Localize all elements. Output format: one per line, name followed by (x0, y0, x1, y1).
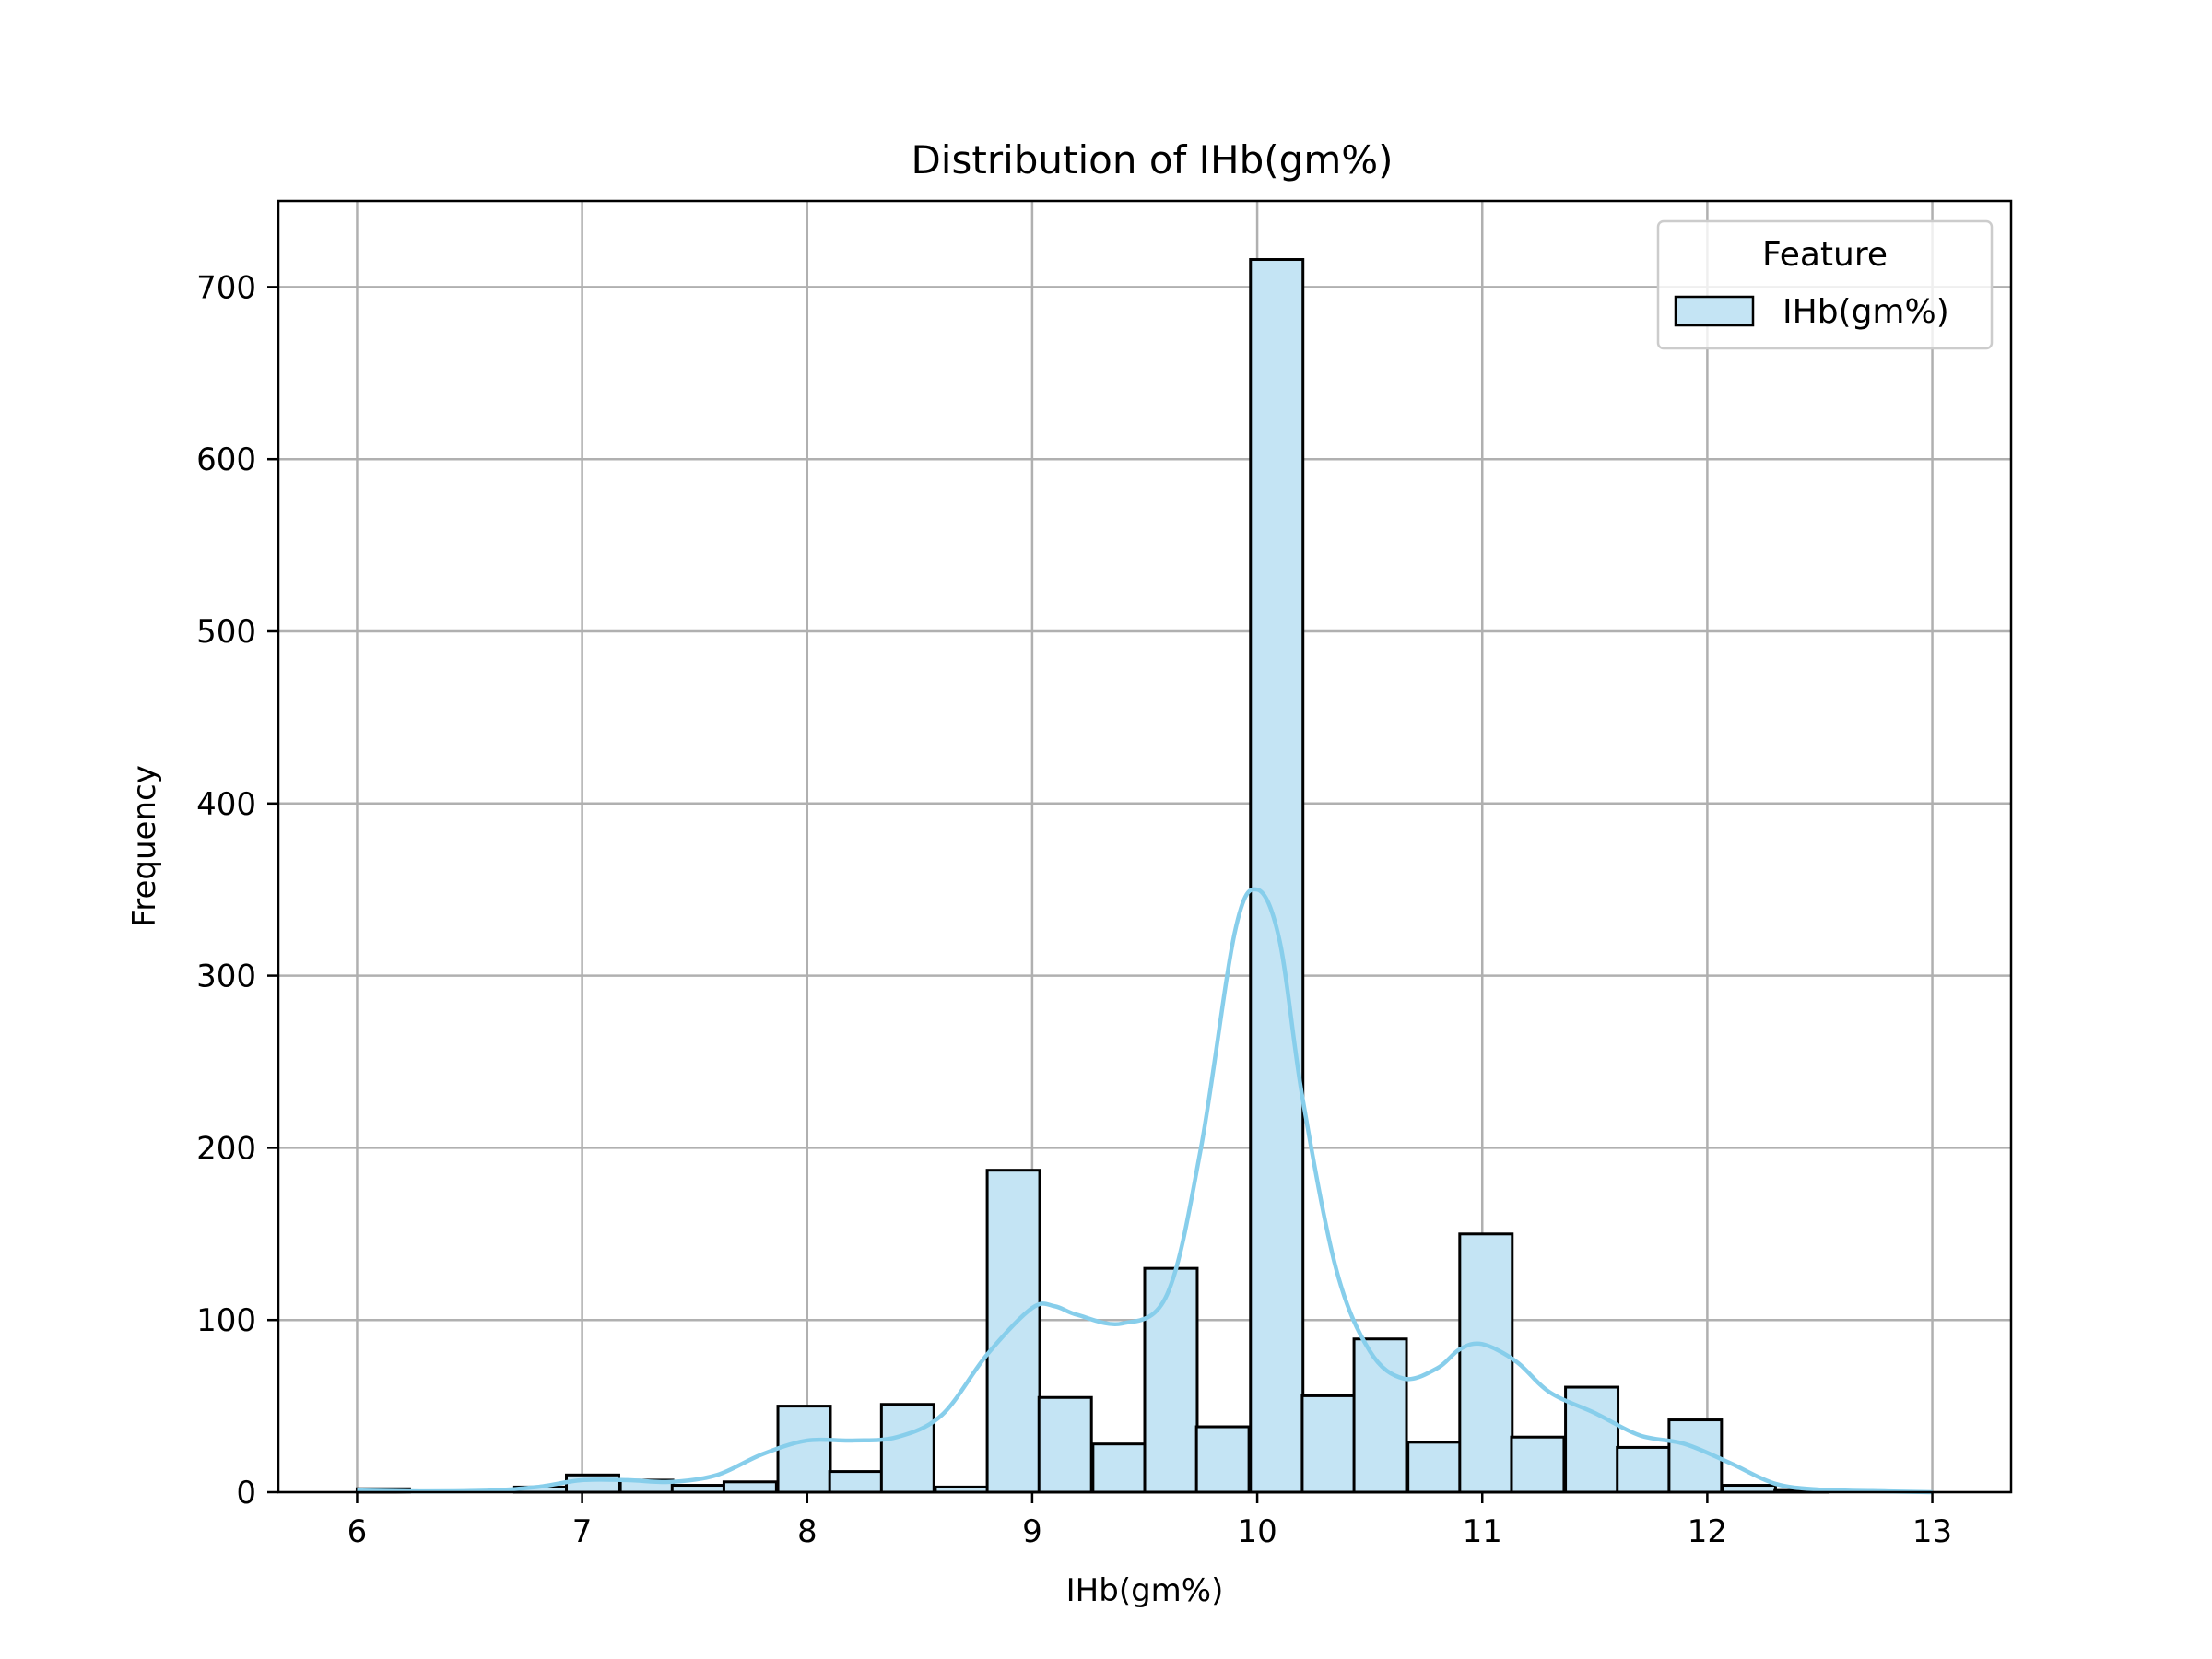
x-tick-label: 10 (1237, 1513, 1277, 1550)
x-tick-label: 13 (1912, 1513, 1952, 1550)
histogram-bar (1510, 1435, 1566, 1494)
histogram-bar (879, 1403, 935, 1494)
x-tick-label: 11 (1463, 1513, 1502, 1550)
y-tick-label: 500 (196, 614, 256, 651)
legend: Feature IHb(gm%) (1656, 219, 1994, 350)
histogram-bar (1458, 1232, 1514, 1494)
legend-title: Feature (1762, 236, 1888, 274)
x-axis-ticks: 6 7 8 9 10 11 12 13 (347, 1492, 1952, 1550)
x-tick-label: 7 (572, 1513, 593, 1550)
histogram-bar (1300, 1394, 1357, 1494)
x-tick-label: 12 (1688, 1513, 1727, 1550)
y-tick-label: 200 (196, 1130, 256, 1167)
histogram-bar (1091, 1442, 1147, 1494)
y-tick-label: 0 (236, 1475, 256, 1512)
histogram-bar (1249, 258, 1305, 1494)
histogram-bar (1616, 1445, 1672, 1494)
x-axis-label: IHb(gm%) (1066, 1572, 1224, 1609)
x-tick-label: 6 (347, 1513, 368, 1550)
histogram-bar (565, 1473, 620, 1494)
legend-swatch (1674, 295, 1755, 327)
plot-frame (276, 199, 2013, 1494)
y-tick-label: 100 (196, 1302, 256, 1339)
y-axis-ticks: 0 100 200 300 400 500 600 700 (196, 269, 278, 1512)
y-tick-label: 300 (196, 959, 256, 995)
histogram-bar (828, 1470, 884, 1494)
y-tick-label: 400 (196, 786, 256, 823)
x-tick-label: 8 (797, 1513, 818, 1550)
histogram-bar (722, 1480, 778, 1494)
y-axis-label: Frequency (126, 765, 163, 927)
histogram-bar (1143, 1266, 1199, 1494)
histogram-bar (1194, 1425, 1251, 1494)
histogram-bars (355, 258, 1830, 1494)
x-tick-label: 9 (1022, 1513, 1042, 1550)
histogram-bar (1037, 1395, 1093, 1494)
y-tick-label: 600 (196, 441, 256, 478)
legend-entry-label: IHb(gm%) (1783, 293, 1949, 331)
kde-line (357, 887, 1933, 1495)
histogram-bar (776, 1405, 832, 1494)
chart-title: Distribution of IHb(gm%) (911, 137, 1393, 182)
histogram-bar (1406, 1441, 1463, 1494)
y-tick-label: 700 (196, 269, 256, 306)
histogram-bar (985, 1169, 1041, 1494)
